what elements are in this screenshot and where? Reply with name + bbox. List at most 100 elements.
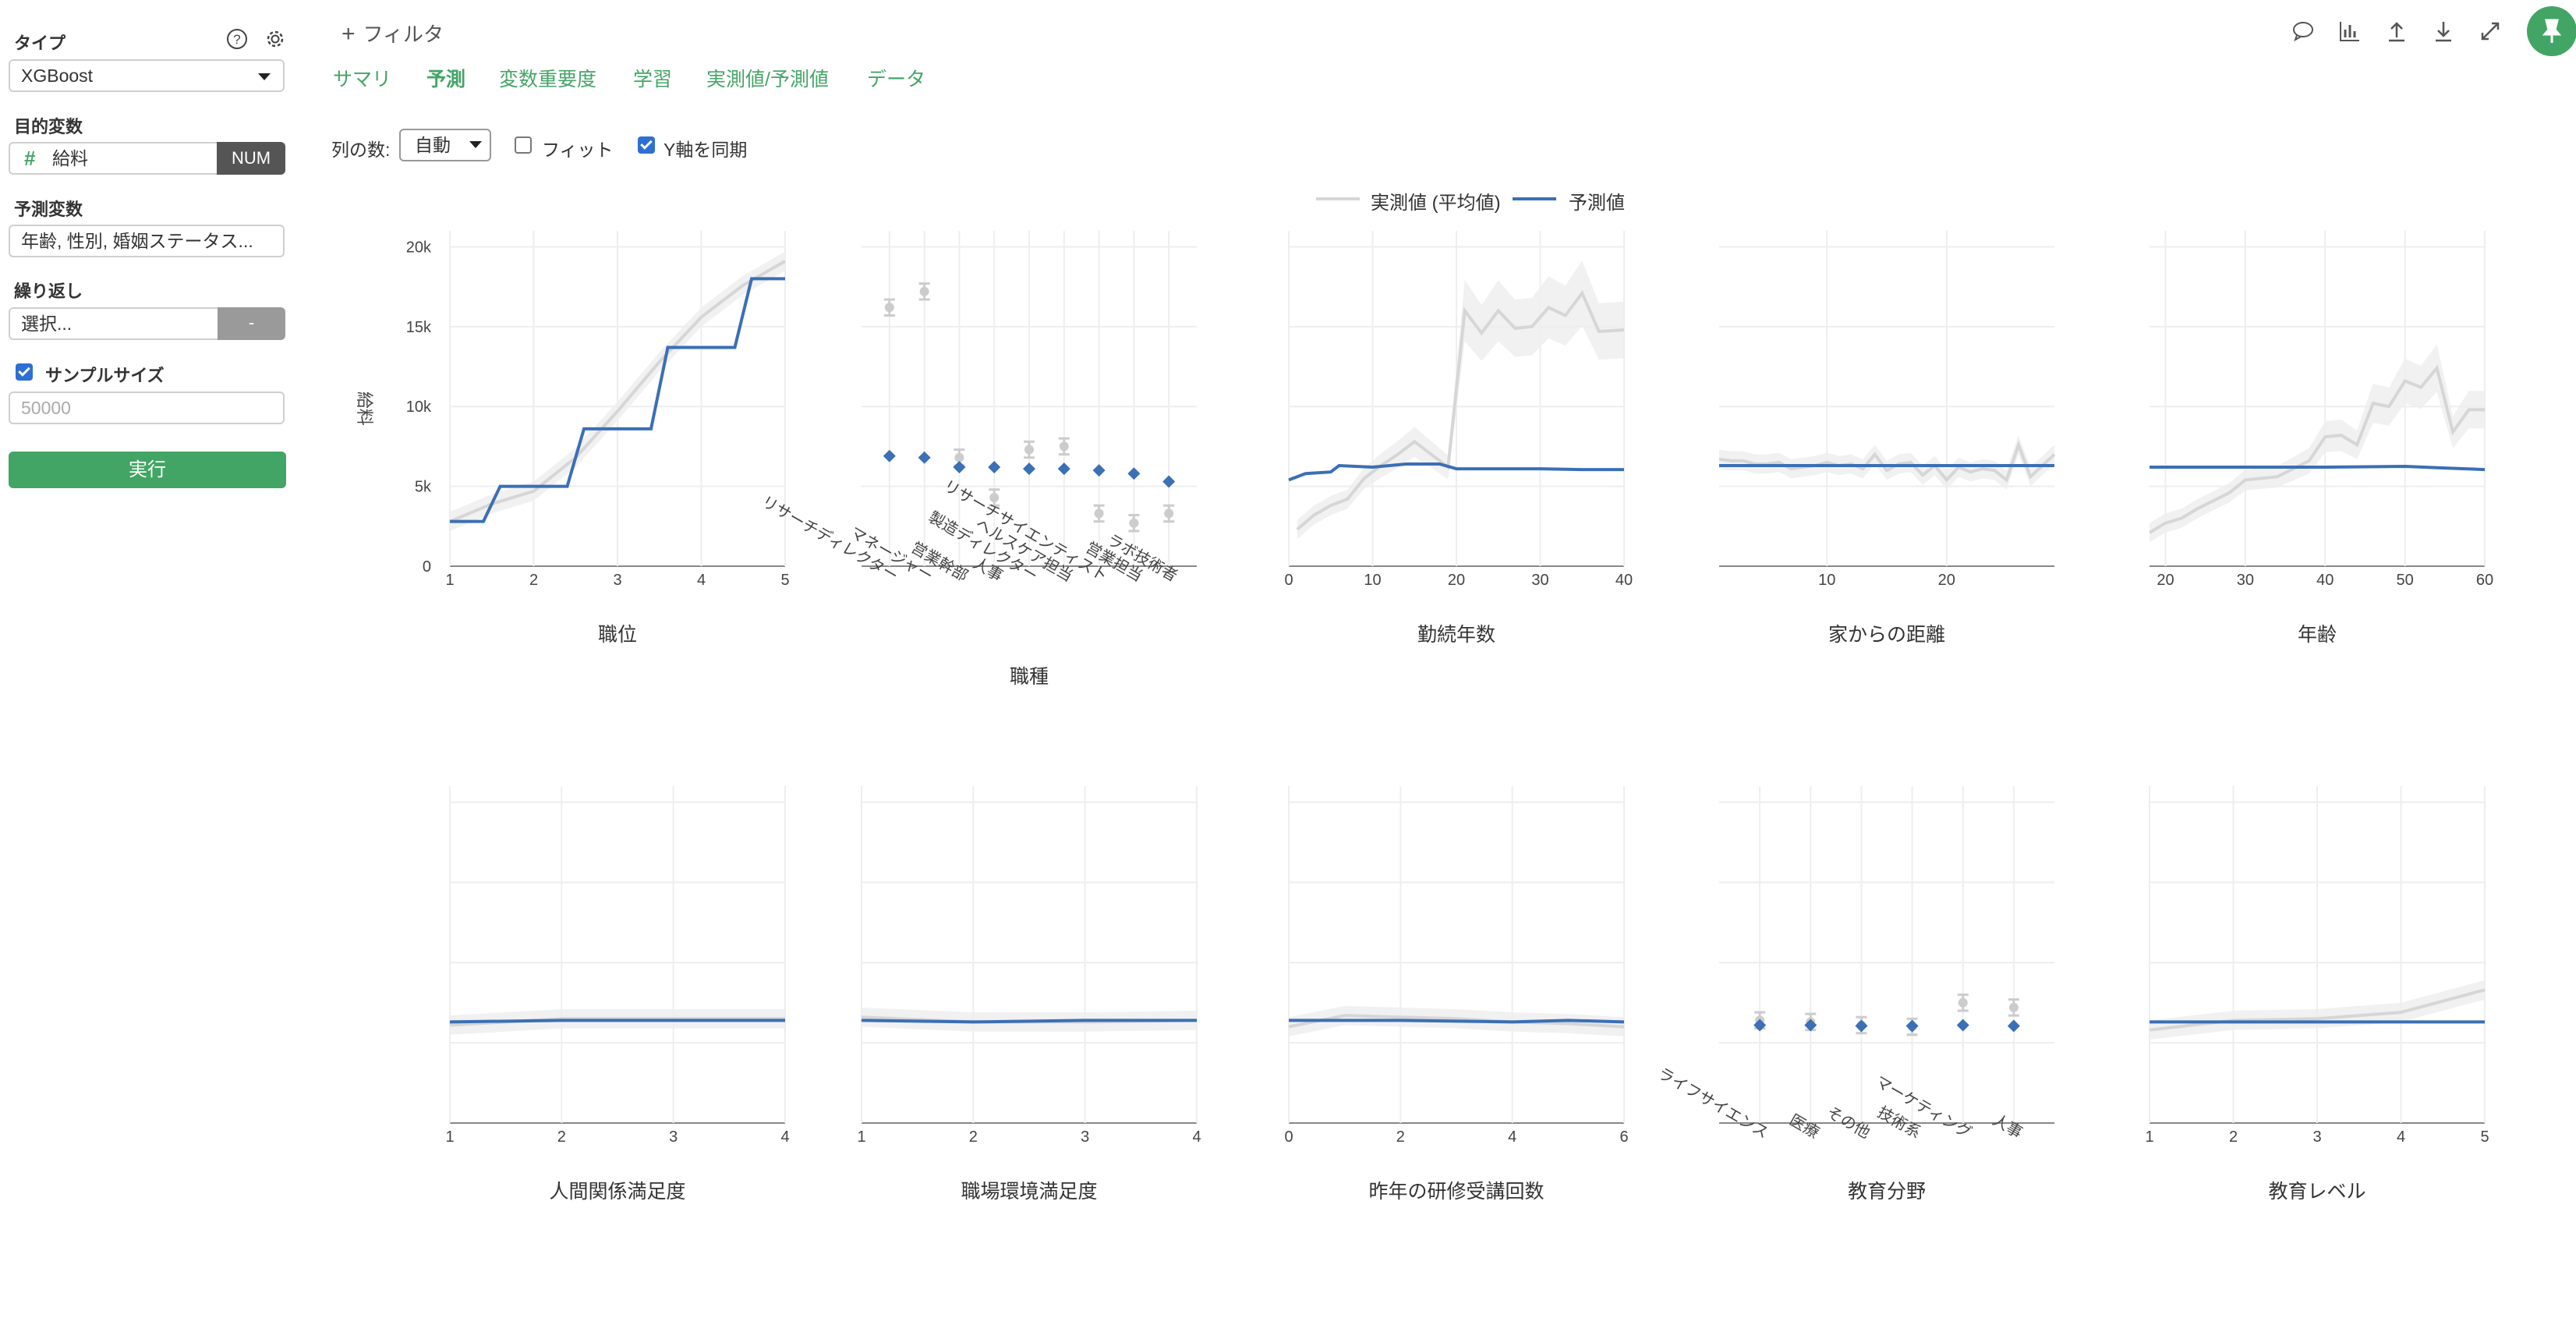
y-tick-label: 15k: [406, 319, 432, 336]
legend-actual-label: 実測値 (平均値): [1371, 193, 1501, 214]
x-tick-label: 20: [1938, 572, 1955, 589]
actual-line: [1296, 289, 1625, 531]
chevron-down-icon: [258, 73, 271, 80]
y-tick-label: 20k: [406, 239, 432, 256]
x-tick-label: 50: [2396, 572, 2413, 589]
x-tick-label: 人事: [1990, 1111, 2026, 1142]
x-axis-title: 職種: [1010, 666, 1049, 688]
sync-y-checkbox[interactable]: [638, 136, 655, 154]
chart-icon[interactable]: [2336, 17, 2364, 45]
actual-point: [1129, 518, 1139, 528]
tab-learning[interactable]: 学習: [633, 69, 673, 90]
help-icon[interactable]: ?: [225, 27, 249, 51]
predicted-point: [1092, 464, 1106, 477]
tab-variable-importance[interactable]: 変数重要度: [499, 69, 597, 90]
predicted-point: [1023, 462, 1035, 476]
y-tick-label: 0: [423, 558, 431, 576]
y-axis-title: 給料: [355, 392, 374, 426]
fit-checkbox[interactable]: [515, 136, 532, 154]
actual-point: [954, 452, 964, 462]
repeat-select[interactable]: 選択...: [9, 307, 219, 340]
chevron-down-icon: [469, 141, 482, 148]
filter-label: フィルタ: [363, 23, 444, 46]
x-tick-label: 0: [1284, 572, 1293, 589]
sample-size-input[interactable]: 50000: [9, 392, 285, 424]
sample-size-checkbox[interactable]: [16, 363, 33, 381]
run-button[interactable]: 実行: [9, 452, 286, 488]
legend-predicted-swatch: [1513, 197, 1556, 200]
plot-7: 1 2 3 4 職場環境満足度: [857, 786, 1201, 1203]
plot-10: 1 2 3 4 5 教育レベル: [2145, 786, 2489, 1203]
sync-y-label: Y軸を同期: [663, 140, 748, 160]
legend-actual-swatch: [1316, 197, 1360, 200]
x-tick-label: 2: [969, 1128, 978, 1146]
confidence-band: [1719, 435, 2054, 490]
actual-point: [1024, 445, 1034, 455]
x-tick-label: 30: [1531, 572, 1548, 589]
actual-point: [989, 492, 1000, 502]
predicted-line: [450, 277, 785, 523]
confidence-band: [450, 251, 785, 531]
sample-size-placeholder: 50000: [21, 398, 71, 418]
target-variable-field[interactable]: # 給料: [9, 142, 219, 175]
x-tick-label: 2: [529, 572, 538, 589]
plot-6: 1 2 3 4 人間関係満足度: [445, 786, 790, 1203]
x-axis-title: 昨年の研修受講回数: [1368, 1181, 1544, 1203]
target-type-badge: NUM: [217, 142, 285, 175]
pin-button[interactable]: [2527, 6, 2576, 56]
predicted-point: [918, 451, 931, 464]
repeat-clear-button[interactable]: -: [218, 307, 285, 340]
actual-line: [449, 260, 786, 523]
confidence-band: [862, 1007, 1197, 1032]
x-tick-label: 2: [1396, 1128, 1405, 1146]
model-type-select[interactable]: XGBoost: [9, 59, 285, 92]
predicted-line: [861, 1019, 1197, 1024]
confidence-band: [1297, 260, 1624, 540]
predictors-field[interactable]: 年齢, 性別, 婚姻ステータス...: [9, 225, 285, 257]
x-tick-label: 40: [1615, 572, 1633, 589]
x-axis-title: 勤続年数: [1417, 624, 1495, 646]
x-tick-label: 1: [445, 572, 454, 589]
x-tick-label: 4: [1508, 1128, 1516, 1146]
predicted-point: [1855, 1019, 1868, 1033]
columns-value: 自動: [415, 135, 451, 155]
svg-text:?: ?: [233, 32, 240, 47]
x-tick-label: 2: [2229, 1128, 2238, 1146]
columns-select[interactable]: 自動: [399, 129, 491, 161]
x-tick-label: 10: [1818, 572, 1835, 589]
gear-icon[interactable]: [264, 27, 287, 51]
download-icon[interactable]: [2429, 17, 2457, 45]
x-tick-label: 60: [2476, 572, 2493, 589]
x-tick-label: 40: [2316, 572, 2334, 589]
predicted-line: [1288, 462, 1624, 482]
tab-summary[interactable]: サマリ: [333, 69, 392, 90]
add-filter-button[interactable]: + フィルタ: [341, 19, 444, 48]
confidence-band: [2150, 980, 2485, 1040]
actual-point: [919, 286, 929, 296]
x-axis-title: 職場環境満足度: [961, 1181, 1097, 1203]
upload-icon[interactable]: [2383, 17, 2411, 45]
sample-size-label: サンプルサイズ: [45, 366, 165, 385]
hash-icon: #: [24, 147, 36, 170]
confidence-band: [2150, 344, 2485, 543]
tab-prediction[interactable]: 予測: [426, 69, 466, 90]
fit-label: フィット: [542, 140, 614, 160]
predicted-point: [1127, 467, 1141, 480]
actual-point: [1164, 508, 1174, 519]
repeat-placeholder: 選択...: [21, 314, 73, 334]
predicted-point: [2007, 1019, 2020, 1033]
x-tick-label: 10: [1364, 572, 1381, 589]
x-tick-label: 2: [557, 1128, 566, 1146]
predicted-point: [883, 449, 896, 462]
x-tick-label: 3: [669, 1128, 678, 1146]
comment-icon[interactable]: [2289, 17, 2317, 45]
predictors-label: 予測変数: [14, 200, 83, 219]
expand-icon[interactable]: [2476, 17, 2504, 45]
tab-data[interactable]: データ: [867, 69, 926, 90]
actual-line: [2149, 988, 2486, 1032]
model-type-value: XGBoost: [21, 66, 94, 86]
predicted-line: [1289, 1019, 1625, 1024]
x-axis-title: 職位: [598, 624, 637, 646]
tab-actual-vs-predicted[interactable]: 実測値/予測値: [706, 69, 829, 90]
